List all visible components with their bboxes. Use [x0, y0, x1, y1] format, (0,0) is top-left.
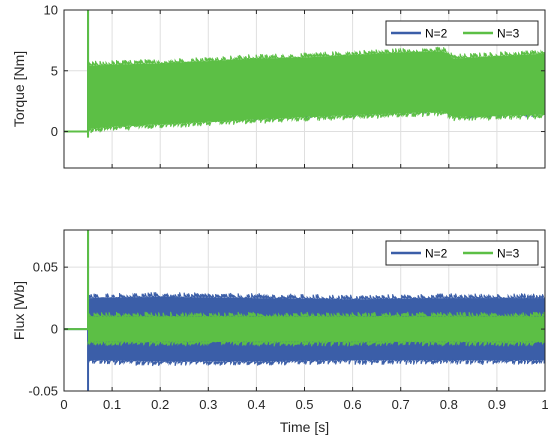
x-tick-label: 0.7: [392, 397, 410, 412]
x-axis-label: Time [s]: [280, 419, 329, 435]
series-edge-bottom: [87, 109, 545, 134]
y-tick-label: 10: [44, 3, 58, 18]
x-tick-label: 0: [60, 397, 67, 412]
y-tick-label: 5: [51, 63, 58, 78]
y-tick-label: 0: [51, 322, 58, 337]
chart-panel-2: 0 0.1 0.2 0.3 0.4 0.5 0.6 0.7 0.8 0.9 1-0.0500.05F…: [11, 229, 549, 435]
series-edge-top: [87, 311, 545, 319]
y-axis-label: Flux [Wb]: [11, 281, 27, 340]
chart-panel-1: 0 5 10 Torque [Nm] N=2 N=3: [11, 3, 546, 169]
x-tick-label: 0.1: [103, 397, 121, 412]
x-tick-label: 0.6: [344, 397, 362, 412]
legend: N=2 N=3: [385, 240, 539, 266]
series-edge-top: [87, 292, 545, 302]
y-tick-label: -0.05: [28, 384, 58, 399]
legend-label: N=3: [497, 247, 520, 261]
x-tick-label: 0.5: [295, 397, 313, 412]
series-band: [88, 316, 545, 342]
legend-label: N=2: [425, 247, 448, 261]
series-edge-bottom: [87, 339, 545, 347]
x-tick-label: 0.2: [151, 397, 169, 412]
series-edge-bottom: [87, 358, 545, 367]
y-axis-label: Torque [Nm]: [11, 51, 27, 127]
series-n-3: [64, 230, 545, 347]
series-band: [88, 51, 545, 130]
x-tick-label: 0.4: [247, 397, 265, 412]
y-tick-label: 0.05: [33, 260, 58, 275]
y-tick-label: 0: [51, 124, 58, 139]
series-edge-top: [87, 46, 545, 68]
x-tick-label: 0.3: [199, 397, 217, 412]
legend-label: N=3: [497, 27, 520, 41]
series-layer: [64, 10, 545, 138]
series-layer: [64, 230, 545, 391]
legend: N=2 N=3: [385, 20, 539, 46]
x-tick-label: 0.9: [488, 397, 506, 412]
series-n-3: [64, 10, 545, 138]
legend-label: N=2: [425, 27, 448, 41]
x-tick-label: 0.8: [440, 397, 458, 412]
x-tick-label: 1: [541, 397, 548, 412]
